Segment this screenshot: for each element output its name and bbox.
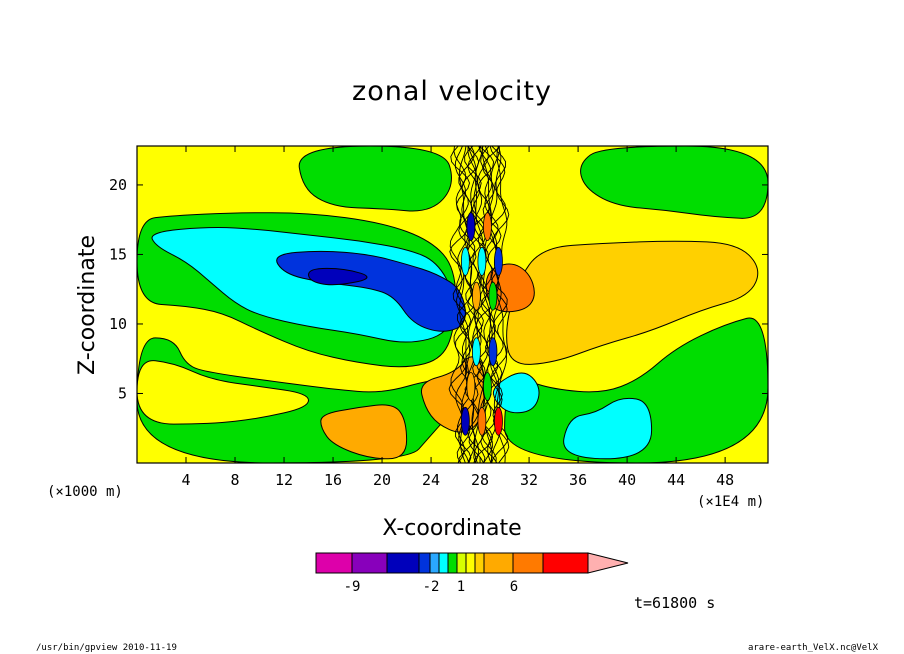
contour-region-left-yellow-lobe xyxy=(137,360,310,425)
colorbar-box xyxy=(315,552,353,574)
x-tick-label: 12 xyxy=(275,471,293,489)
time-label: t=61800 s xyxy=(634,594,716,612)
contour-cell xyxy=(471,281,481,311)
colorbar-label: -2 xyxy=(423,579,440,595)
colorbar-box xyxy=(386,552,420,574)
contour-region-blue-deep xyxy=(307,267,368,286)
colorbar-label: -9 xyxy=(344,579,361,595)
x-tick-label: 20 xyxy=(373,471,391,489)
colorbar-box xyxy=(447,552,458,574)
x-tick-label: 4 xyxy=(181,471,190,489)
contour-cell xyxy=(488,337,498,367)
contour-cell xyxy=(466,212,476,242)
contour-region-cyan-centre-low xyxy=(492,372,540,414)
contour-region-amber-right xyxy=(506,240,759,365)
contour-region-bottom-orange-left xyxy=(320,404,408,460)
x-axis-label: X-coordinate xyxy=(382,516,521,541)
contour-line xyxy=(464,146,486,463)
x-tick-label: 28 xyxy=(471,471,489,489)
colorbar-box xyxy=(351,552,388,574)
x-tick-label: 44 xyxy=(667,471,685,489)
contour-cell xyxy=(483,212,492,242)
colorbar-box xyxy=(429,552,440,574)
colorbar-box xyxy=(438,552,449,574)
contour-cell xyxy=(471,337,481,367)
x-tick-label: 24 xyxy=(422,471,440,489)
x-tick-label: 36 xyxy=(569,471,587,489)
colorbar-box xyxy=(474,552,485,574)
footer-source-file: arare-earth_VelX.nc@VelX xyxy=(747,643,878,653)
y-unit-label: (×1000 m) xyxy=(47,484,123,500)
contour-cell xyxy=(466,372,476,401)
contour-line xyxy=(454,146,470,463)
plot-frame xyxy=(136,145,769,464)
colorbar-box xyxy=(465,552,476,574)
y-tick-label: 10 xyxy=(109,315,127,333)
y-tick-label: 20 xyxy=(109,176,127,194)
contour-line xyxy=(480,146,499,463)
x-tick-label: 16 xyxy=(324,471,342,489)
contour-region-cyan-bottom-right xyxy=(563,397,653,460)
colorbar-label: 1 xyxy=(457,579,465,595)
x-tick-label: 40 xyxy=(618,471,636,489)
contour-line xyxy=(480,146,503,463)
x-unit-label: (×1E4 m) xyxy=(697,494,764,510)
contour-cell xyxy=(460,246,470,276)
colorbar-box xyxy=(542,552,589,574)
y-tick-label: 15 xyxy=(109,245,127,263)
contour-cell xyxy=(477,406,487,436)
x-tick-label: 32 xyxy=(520,471,538,489)
contour-cell xyxy=(460,406,470,436)
contour-cell xyxy=(477,246,487,276)
x-tick-label: 48 xyxy=(716,471,734,489)
contour-cell xyxy=(488,281,498,311)
colorbar-label: 6 xyxy=(510,579,518,595)
y-axis-label: Z-coordinate xyxy=(75,235,100,375)
colorbar-box xyxy=(512,552,544,574)
colorbar-arrow xyxy=(587,552,629,574)
chart-title: zonal velocity xyxy=(352,76,552,107)
contour-cell xyxy=(494,246,503,276)
colorbar: -9 -2 1 6 xyxy=(315,552,629,595)
x-tick-label: 8 xyxy=(231,471,240,489)
footer-program-date: /usr/bin/gpview 2010-11-19 xyxy=(36,643,177,653)
contour-cell xyxy=(483,372,492,401)
colorbar-box xyxy=(456,552,467,574)
contour-line xyxy=(458,146,470,463)
contour-line xyxy=(481,146,493,463)
colorbar-box xyxy=(483,552,514,574)
colorbar-box xyxy=(418,552,431,574)
contour-line xyxy=(487,146,509,463)
y-tick-label: 5 xyxy=(118,384,127,402)
contour-cell xyxy=(494,406,503,436)
